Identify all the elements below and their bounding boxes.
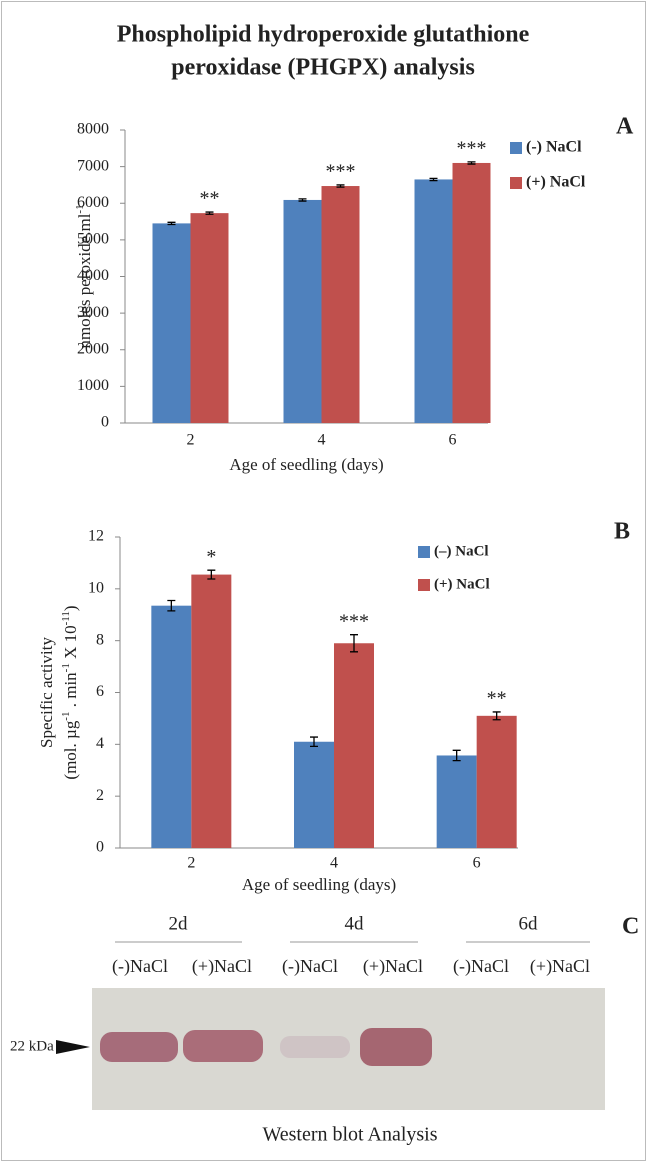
y-axis-label: (mol. µg-1 . min-1 X 10-11) (60, 605, 80, 779)
bar (151, 605, 192, 848)
title-line: peroxidase (PHGPX) analysis (171, 55, 475, 81)
error-bar (298, 198, 307, 202)
bar (436, 755, 477, 848)
significance-label: ** (487, 688, 507, 710)
y-axis-label-part: ) (61, 605, 80, 611)
x-axis-label: Age of seedling (days) (229, 455, 383, 474)
day-label: 2d (169, 913, 189, 934)
y-tick-label: 12 (88, 528, 104, 545)
bar (294, 741, 334, 848)
y-axis-label-part: nmoles peroxide.ml (75, 213, 94, 348)
error-bar (167, 221, 176, 226)
bar (452, 162, 491, 423)
error-bar (205, 211, 214, 215)
y-axis-label-part: X 10 (61, 625, 80, 663)
y-tick-label: 2000 (77, 340, 109, 357)
y-axis-label: nmoles peroxide.ml-1 (74, 204, 94, 348)
legend-swatch (510, 177, 522, 189)
y-axis-label: Specific activity (37, 637, 56, 748)
error-bar (207, 569, 216, 580)
lane-label: (+)NaCl (363, 956, 423, 977)
legend-label: (+) NaCl (434, 576, 490, 592)
y-tick-label: 3000 (77, 304, 109, 321)
panel-label: C (622, 914, 639, 940)
significance-label: ** (200, 188, 220, 210)
error-bar (492, 711, 501, 721)
y-tick-label: 4 (96, 735, 104, 752)
marker-arrow (56, 1040, 90, 1054)
panel-label: A (616, 114, 634, 140)
error-bar (336, 184, 345, 188)
y-tick-label: 5000 (77, 231, 109, 248)
x-tick-label: 6 (449, 432, 457, 449)
y-axis-label-part: -1 (74, 204, 86, 213)
y-tick-label: 6000 (77, 194, 109, 211)
title-line: Phospholipid hydroperoxide glutathione (117, 22, 530, 48)
y-tick-label: 6 (96, 683, 104, 700)
lane-label: (-)NaCl (112, 956, 168, 977)
bar (321, 186, 360, 423)
lane-label: (-)NaCl (453, 956, 509, 977)
panel-label: B (614, 519, 630, 545)
y-axis-label-part: Specific activity (37, 637, 56, 748)
significance-label: *** (339, 610, 369, 632)
marker-label: 22 kDa (10, 1038, 54, 1054)
significance-label: * (206, 546, 216, 568)
y-axis-label-part: -1 (60, 663, 72, 672)
x-tick-label: 2 (187, 855, 195, 872)
error-bar (429, 177, 438, 182)
blot-band (183, 1030, 263, 1062)
y-tick-label: 4000 (77, 267, 109, 284)
y-tick-label: 0 (101, 414, 109, 431)
legend-swatch (418, 546, 430, 558)
y-axis-label-part: -1 (60, 712, 72, 721)
legend-swatch (418, 579, 430, 591)
y-tick-label: 8 (96, 631, 104, 648)
x-tick-label: 4 (318, 432, 326, 449)
error-bar (452, 749, 461, 762)
error-bar (310, 736, 318, 748)
y-axis-label-part: (mol. µg (61, 720, 80, 779)
y-tick-label: 8000 (77, 121, 109, 138)
legend-label: (-) NaCl (526, 139, 582, 156)
bar (283, 199, 322, 423)
bar (190, 213, 229, 423)
lane-label: (+)NaCl (192, 956, 252, 977)
y-tick-label: 2 (96, 787, 104, 804)
x-axis-label: Age of seedling (days) (242, 875, 396, 894)
bar (476, 715, 517, 848)
legend-label: (–) NaCl (434, 543, 489, 559)
error-bar (467, 161, 476, 165)
day-label: 6d (519, 913, 539, 934)
blot-band (280, 1036, 350, 1058)
y-tick-label: 10 (88, 580, 104, 597)
bar (414, 179, 453, 423)
legend-swatch (510, 142, 522, 154)
significance-label: *** (326, 161, 356, 183)
bar (152, 223, 191, 423)
blot-band (360, 1028, 432, 1066)
y-axis-label-part: -11 (60, 611, 72, 625)
x-tick-label: 4 (330, 855, 338, 872)
y-tick-label: 1000 (77, 377, 109, 394)
blot-band (100, 1032, 178, 1062)
significance-label: *** (457, 137, 487, 159)
error-bar (350, 634, 358, 653)
x-tick-label: 6 (473, 855, 481, 872)
lane-label: (+)NaCl (530, 956, 590, 977)
error-bar (167, 599, 176, 612)
x-tick-label: 2 (187, 432, 195, 449)
bar (334, 643, 374, 848)
legend-label: (+) NaCl (526, 174, 586, 191)
bar (191, 574, 232, 848)
day-label: 4d (345, 913, 365, 934)
blot-caption: Western blot Analysis (262, 1124, 437, 1146)
y-tick-label: 0 (96, 839, 104, 856)
y-tick-label: 7000 (77, 157, 109, 174)
lane-label: (-)NaCl (282, 956, 338, 977)
y-axis-label-part: . min (61, 672, 80, 712)
